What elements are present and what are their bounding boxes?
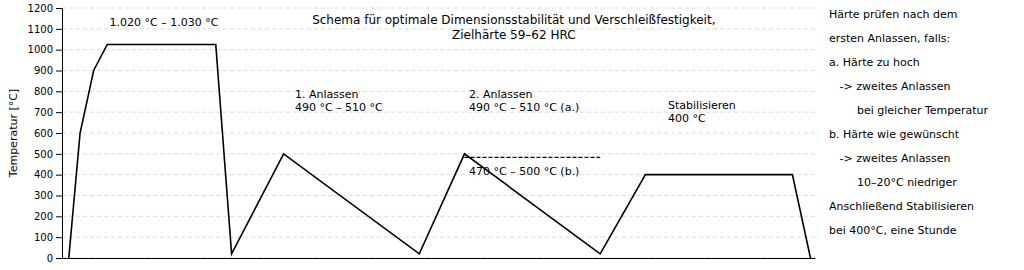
y-tick: 800 [34,86,62,97]
y-tick-mark [56,216,62,217]
y-tick-mark [56,196,62,197]
annotations: 1.020 °C – 1.030 °C1. Anlassen490 °C – 5… [109,16,735,178]
side-note: -> zweites Anlassen [829,152,951,165]
grid-line [62,70,815,71]
y-tick: 1000 [28,44,62,55]
annotation: 470 °C – 500 °C (b.) [469,165,579,178]
y-tick-label: 400 [34,169,53,180]
y-axis: 0 100 200 300 400 500 600 700 800 900 1000 1100 1200 [28,3,63,264]
annotation: 490 °C – 510 °C [295,101,383,114]
annotation: 490 °C – 510 °C (a.) [469,101,579,114]
side-note: bei 400°C, eine Stunde [829,224,957,237]
grid-line [62,49,815,50]
side-note: ersten Anlassen, falls: [829,32,950,45]
grid [62,8,815,258]
side-note: b. Härte wie gewünscht [829,128,960,141]
series-group [69,44,811,258]
grid-line [62,8,815,9]
y-tick-mark [56,112,62,113]
grid-line [62,195,815,196]
side-text: Härte prüfen nach dem ersten Anlassen, fa… [829,8,989,237]
y-tick: 200 [34,211,62,222]
y-tick-label: 1000 [28,44,53,55]
series-line [69,44,811,258]
y-tick: 500 [34,149,62,160]
y-tick-mark [56,133,62,134]
title: Schema für optimale Dimensionsstabilität… [312,13,715,27]
y-tick: 700 [34,107,62,118]
y-tick-mark [56,175,62,176]
y-tick: 1100 [28,24,62,35]
annotation: Stabilisieren [668,99,736,112]
y-tick-label: 1200 [28,3,53,14]
y-tick-label: 0 [47,253,53,264]
side-note: 10–20°C niedriger [829,176,957,189]
y-tick-label: 1100 [28,24,53,35]
y-tick-label: 800 [34,86,53,97]
grid-line [62,258,815,259]
annotation: 400 °C [668,112,706,125]
annotation: 2. Anlassen [469,88,533,101]
side-note: Härte prüfen nach dem [829,8,957,21]
side-note: a. Härte zu hoch [829,56,920,69]
y-axis-title: Temperatur [°C] [7,89,20,178]
side-note: bei gleicher Temperatur [829,104,989,117]
y-axis-line [56,9,63,259]
y-tick-mark [56,91,62,92]
y-tick: 0 [47,253,62,264]
grid-line [62,237,815,238]
y-tick: 600 [34,128,62,139]
title-group: Schema für optimale Dimensionsstabilität… [312,13,715,42]
y-tick-label: 600 [34,128,53,139]
y-tick: 300 [34,190,62,201]
y-tick-label: 100 [34,232,53,243]
y-tick: 100 [34,232,62,243]
plot-area: 0 100 200 300 400 500 600 700 800 900 1000 1100 1200… [28,3,816,264]
y-tick-label: 200 [34,211,53,222]
grid-line [62,91,815,92]
x-axis-line [63,258,816,259]
y-tick-label: 500 [34,149,53,160]
subtitle: Zielhärte 59–62 HRC [452,28,576,42]
y-tick-label: 700 [34,107,53,118]
y-tick: 900 [34,65,62,76]
y-tick: 400 [34,169,62,180]
y-tick-mark [56,237,62,238]
annotation: 1.020 °C – 1.030 °C [109,16,218,29]
grid-line [62,133,815,134]
y-tick-mark [56,8,62,9]
y-tick-mark [56,50,62,51]
y-tick-mark [56,71,62,72]
y-tick-mark [56,29,62,30]
side-note: -> zweites Anlassen [829,80,951,93]
chart: 0 100 200 300 400 500 600 700 800 900 1000 1100 1200… [0,0,1024,270]
grid-line [62,153,815,154]
series-line [465,157,601,158]
x-axis [63,258,816,259]
annotation: 1. Anlassen [295,88,359,101]
y-tick-label: 900 [34,65,53,76]
grid-line [62,216,815,217]
y-tick: 1200 [28,3,62,14]
y-tick-mark [56,258,62,259]
y-tick-label: 300 [34,190,53,201]
y-tick-mark [56,154,62,155]
side-note: Anschließend Stabilisieren [829,200,974,213]
